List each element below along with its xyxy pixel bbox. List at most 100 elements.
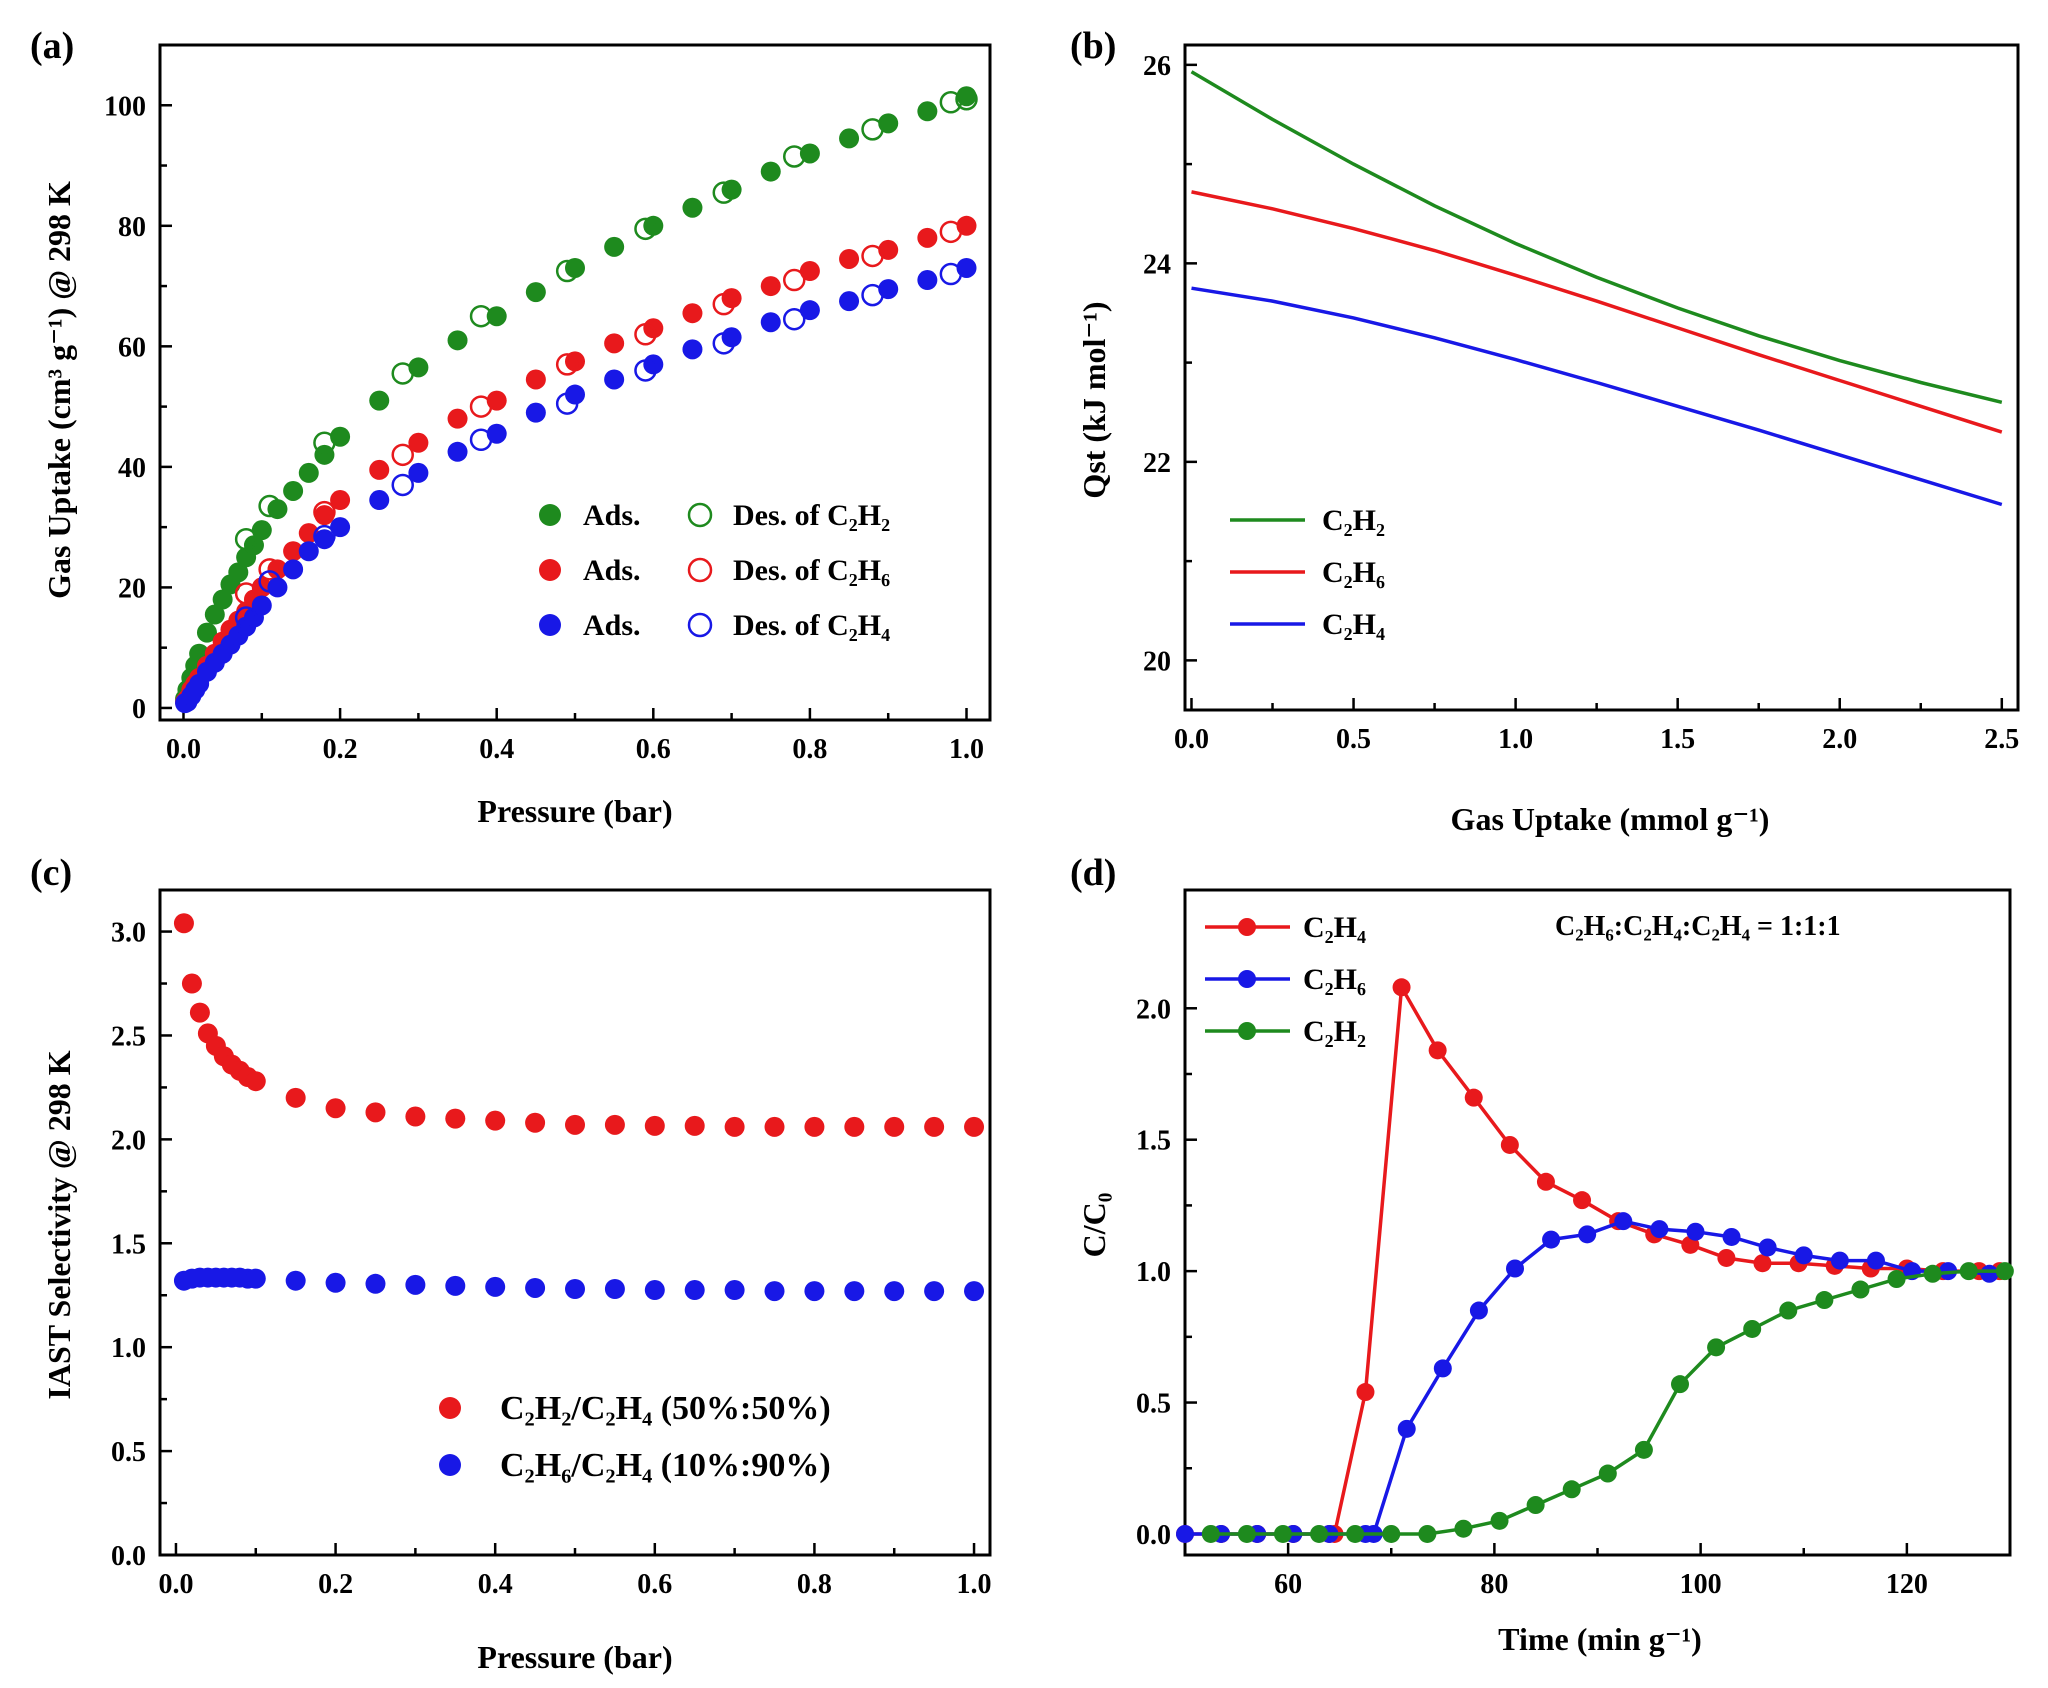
ads-point-c2h4 [369, 490, 390, 511]
panel-d: (d) 60 80 100 120 0.0 0.5 1.0 1.5 2.0 Time (min … [1070, 852, 2014, 1657]
y-tick-label: 1.5 [111, 1229, 146, 1260]
y-tick-label: 60 [118, 332, 146, 363]
panel-c-xlabel: Pressure (bar) [477, 1639, 672, 1675]
panel-b-legend: C₂H₂ C₂H₆ C₂H₄ [1230, 504, 1385, 641]
legend-d-marker [1238, 1022, 1256, 1040]
legend-c-label: C₂H₂/C₂H₄ (50%:50%) [500, 1390, 831, 1427]
breakthrough-point [1830, 1251, 1849, 1270]
des-point-c2h4 [391, 473, 414, 497]
legend-d-label: C₂H₆ [1303, 963, 1366, 996]
ads-point-c2h2 [196, 622, 217, 643]
y-tick-label: 22 [1143, 448, 1171, 479]
ads-point-c2h2 [314, 444, 335, 465]
ads-point-c2h6 [839, 248, 860, 269]
breakthrough-point [1923, 1264, 1942, 1283]
breakthrough-line [1210, 1269, 2005, 1536]
x-tick-label: 1.0 [949, 734, 984, 765]
x-tick-label: 0.0 [166, 734, 201, 765]
ads-point-c2h6 [283, 541, 304, 562]
legend-b-label: C₂H₆ [1322, 556, 1385, 589]
ads-point-c2h2 [643, 215, 664, 236]
breakthrough-point [1356, 1383, 1375, 1402]
ads-point-c2h2 [212, 589, 233, 610]
ads-point-c2h2 [721, 179, 742, 200]
ads-point-c2h4 [408, 462, 429, 483]
des-point-c2h6 [634, 323, 657, 346]
panel-a-ylabel: Gas Uptake (cm³ g⁻¹) @ 298 K [41, 181, 77, 599]
ads-point-c2h2 [839, 128, 860, 149]
panel-c-marks [173, 913, 985, 1302]
breakthrough-point [1707, 1338, 1726, 1357]
legend-a-des-c2h2: Des. of C₂H₂ [733, 499, 890, 532]
des-point-c2h4 [234, 606, 258, 629]
ads-point-c2h2 [682, 197, 703, 218]
x-tick-label: 0.8 [792, 734, 827, 765]
selectivity-point [445, 1275, 466, 1296]
panel-c-ticks: 0.0 0.2 0.4 0.6 0.8 1.0 0.0 0.5 1.0 1.5 2.0 2.5 3.0 [111, 918, 992, 1600]
panel-b-ylabel: Qst (kJ mol⁻¹) [1076, 301, 1112, 498]
y-tick-label: 0 [132, 694, 146, 725]
x-tick-label: 2.5 [1984, 724, 2019, 755]
ads-point-c2h4 [839, 291, 860, 312]
des-point-c2h6 [861, 244, 884, 268]
des-point-c2h2 [712, 181, 736, 204]
selectivity-point [764, 1281, 785, 1302]
ads-point-c2h4 [447, 441, 468, 462]
panel-a-legend: Ads. Des. of C₂H₂ Ads. Des. of C₂H₆ Ads.… [539, 499, 890, 642]
selectivity-point [245, 1268, 266, 1289]
selectivity-point [245, 1071, 266, 1092]
legend-a-des-c2h6: Des. of C₂H₆ [733, 554, 890, 587]
des-point-c2h4 [712, 332, 736, 355]
legend-c-marker [439, 1454, 461, 1476]
breakthrough-point [1779, 1301, 1798, 1320]
des-point-c2h2 [555, 259, 579, 283]
breakthrough-point [1310, 1524, 1329, 1543]
selectivity-point [964, 1116, 985, 1137]
panel-c: (c) 0.0 0.2 0.4 0.6 0.8 1.0 0.0 0.5 1.0 1.5 2.0 2.5… [30, 852, 992, 1675]
des-point-c2h6 [313, 500, 336, 524]
breakthrough-point [1851, 1280, 1870, 1299]
ads-point-c2h2 [228, 562, 249, 583]
breakthrough-point [1980, 1264, 1999, 1283]
des-point-c2h2 [258, 494, 281, 518]
ads-point-c2h2 [917, 101, 938, 122]
breakthrough-point [1382, 1524, 1401, 1543]
x-tick-label: 0.4 [478, 1569, 513, 1600]
panel-d-xlabel: Time (min g⁻¹) [1498, 1621, 1702, 1657]
panel-b-frame [1183, 43, 2020, 712]
panel-a-ticks: 0.0 0.2 0.4 0.6 0.8 1.0 0 20 40 60 80 100 [104, 91, 984, 765]
des-point-c2h6 [782, 268, 806, 292]
ads-point-c2h4 [525, 402, 546, 423]
ads-point-c2h4 [565, 384, 585, 405]
ads-point-c2h4 [917, 270, 938, 291]
breakthrough-point [1995, 1262, 2014, 1281]
breakthrough-point [1758, 1238, 1777, 1257]
panel-a: (a) 0.0 0.2 0.4 0.6 0.8 1.0 0 20 40 60 80 100 Press… [30, 25, 992, 829]
ads-point-c2h4 [799, 300, 820, 321]
ads-point-c2h2 [604, 236, 625, 257]
breakthrough-point [1273, 1524, 1292, 1543]
x-tick-label: 0.0 [158, 1569, 193, 1600]
panel-a-label: (a) [30, 25, 74, 67]
x-tick-label: 2.0 [1822, 724, 1857, 755]
panel-b-ticks: 0.0 0.5 1.0 1.5 2.0 2.5 20 22 24 26 [1143, 51, 2019, 755]
selectivity-point [804, 1116, 825, 1137]
breakthrough-point [1201, 1524, 1220, 1543]
panel-c-legend: C₂H₂/C₂H₄ (50%:50%) C₂H₆/C₂H₄ (10%:90%) [439, 1390, 831, 1484]
ads-point-c2h6 [760, 276, 781, 297]
qst-line [1191, 190, 2003, 434]
des-point-c2h4 [782, 307, 806, 331]
selectivity-point [485, 1276, 506, 1297]
panel-a-xlabel: Pressure (bar) [477, 793, 672, 829]
selectivity-point [684, 1280, 705, 1301]
selectivity-point [173, 913, 194, 934]
breakthrough-point [1671, 1375, 1689, 1394]
y-tick-label: 0.5 [111, 1437, 146, 1468]
y-tick-label: 80 [118, 212, 146, 243]
selectivity-point [644, 1280, 665, 1301]
des-point-c2h4 [469, 428, 493, 452]
y-tick-label: 20 [1143, 646, 1171, 677]
selectivity-point [525, 1277, 546, 1298]
breakthrough-point [1743, 1319, 1762, 1338]
ads-point-c2h4 [283, 559, 304, 580]
